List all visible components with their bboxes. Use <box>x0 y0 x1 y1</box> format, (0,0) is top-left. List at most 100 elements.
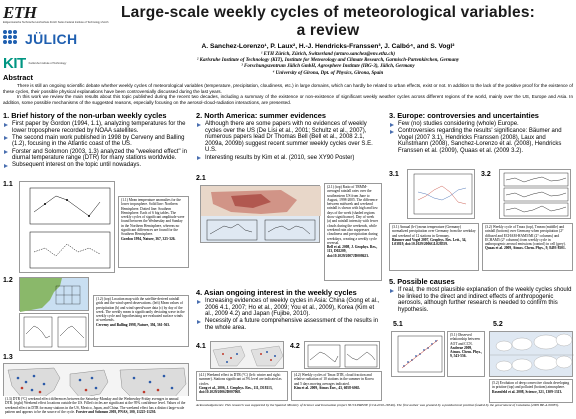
affiliation-1: ¹ ETH Zürich, Zürich, Switzerland (artur… <box>260 52 396 57</box>
figure-3-2-plot <box>503 172 569 217</box>
section-2-title: 2. North America: summer evidences <box>196 111 326 120</box>
section-4-title: 4. Asian ongoing interest in the weekly … <box>196 288 357 297</box>
caption-text: (3.2) Weekly cycle of Tmax (top), Tmean … <box>485 225 566 247</box>
caption-text: (5.1) Observed relationship between AOT … <box>450 333 480 346</box>
abstract-title: Abstract <box>3 73 33 82</box>
figure-4-1-label: 4.1 <box>196 343 206 350</box>
figure-1-1-label: 1.1 <box>3 181 13 188</box>
logo-column: ETH Eidgenössische Technische Hochschule… <box>3 4 115 72</box>
list-item: Forster and Solomon (2003, 1.3) analyzed… <box>3 149 189 162</box>
poster-title: Large-scale weekly cycles of meteorologi… <box>121 4 535 39</box>
section-5-bullets: If real, the most plausible explanation … <box>389 287 573 313</box>
figure-1-1-caption: (1.1) Mean temperature anomalies for the… <box>118 196 189 268</box>
caption-text: (5.2) Evolution of deep convective cloud… <box>492 381 570 390</box>
figure-3-1-label: 3.1 <box>389 171 399 178</box>
caption-text: (2.1) (top) Ratio of TRMM-averaged rainf… <box>327 185 378 245</box>
abstract-paragraph-2: In this work we review the main results … <box>3 94 573 105</box>
abstract-section: Abstract There is still an ongoing scien… <box>3 73 573 105</box>
section-1-bullets: First paper by Gordon (1994, 1.1), analy… <box>3 121 189 169</box>
figure-4-1-maps <box>212 345 284 367</box>
figure-5-2-label: 5.2 <box>493 321 503 328</box>
list-item: If real, the most plausible explanation … <box>389 287 573 313</box>
section-4: 4. Asian ongoing interest in the weekly … <box>196 288 382 332</box>
figure-5-1-caption: (5.1) Observed relationship between AOT … <box>447 331 485 377</box>
figure-1-2-label: 1.2 <box>3 277 13 284</box>
section-3-column: 3. Europe: controversies and uncertainti… <box>389 111 574 403</box>
affiliation-2: ² Karlsruhe Institute of Technology (KIT… <box>196 58 460 64</box>
title-block: Large-scale weekly cycles of meteorologi… <box>118 4 538 77</box>
figure-5-2 <box>489 331 574 377</box>
figure-5-2-caption: (5.2) Evolution of deep convective cloud… <box>489 379 573 403</box>
section-2-column: 2. North America: summer evidences Altho… <box>196 111 382 403</box>
list-item: Few (no) studies considering (whole) Eur… <box>389 121 573 128</box>
section-1-title: 1. Brief history of the non-urban weekly… <box>3 111 167 120</box>
figure-3-1 <box>407 169 475 219</box>
juelich-logo: JÜLICH <box>3 30 115 48</box>
caption-reference: Rosenfeld et al. 2008, Science, 321, 130… <box>492 389 563 394</box>
figure-1-2-bars <box>23 316 87 348</box>
section-3-title: 3. Europe: controversies and uncertainti… <box>389 111 539 120</box>
eth-subtitle: Eidgenössische Technische Hochschule Zür… <box>3 21 109 24</box>
figure-4-1 <box>210 341 284 369</box>
abstract-body: There is still an ongoing scientific deb… <box>3 83 573 105</box>
list-item: Subsequent interest on the topic until n… <box>3 162 189 169</box>
list-item: First paper by Gordon (1994, 1.1), analy… <box>3 121 189 134</box>
figure-1-2-plots <box>19 313 89 351</box>
acknowledgements: Acknowledgements: This research was supp… <box>196 403 560 407</box>
figure-3-1-caption: (3.1) Annual (b-f) mean temperature (Ger… <box>389 223 479 271</box>
section-2-bullets: Although there are some papers with no e… <box>196 121 382 161</box>
figure-2-1-map <box>201 186 321 241</box>
figure-5-1-plot <box>397 335 443 373</box>
juelich-name: JÜLICH <box>25 31 78 48</box>
figure-5-1 <box>391 331 445 377</box>
figure-3-1-plot <box>413 173 473 215</box>
caption-reference: Kim et al. 2009, Atmos Env., 43, 6058-60… <box>294 385 361 390</box>
caption-reference: Forster and Solomon 2003, PNAS, 100, 112… <box>75 409 157 414</box>
figure-5-2-clouds <box>490 333 574 372</box>
affiliation-4: ⁴ University of Girona, Dpt. of Physics,… <box>272 70 384 76</box>
section-3-bullets: Few (no) studies considering (whole) Eur… <box>389 121 573 155</box>
figure-1-3-caption: (1.3) DTR (°C) weekend effect difference… <box>3 396 189 418</box>
figure-5-1-label: 5.1 <box>393 321 403 328</box>
eth-logo: ETH <box>3 3 37 22</box>
figure-1-1 <box>19 181 115 273</box>
figure-1-3-label: 1.3 <box>3 354 13 361</box>
figure-4-2-label: 4.2 <box>290 343 300 350</box>
caption-text: (1.1) Mean temperature anomalies for the… <box>121 198 185 237</box>
caption-reference: Gordon 1994, Nature, 367, 325-326. <box>121 236 176 241</box>
section-1-column: 1. Brief history of the non-urban weekly… <box>3 111 189 411</box>
caption-reference: Gong et al., 2006, J. Geophys. Res., 111… <box>199 385 273 395</box>
juelich-dots-icon <box>3 30 23 48</box>
caption-reference: Bäumer and Vogel 2007, Geophys. Res. Let… <box>392 237 467 247</box>
kit-subtitle: Karlsruhe Institute of Technology <box>28 62 67 66</box>
kit-name: KIT <box>3 55 26 73</box>
caption-text: (1.2) (top) Location map with the satell… <box>96 297 185 323</box>
abstract-paragraph-1: There is still an ongoing scientific deb… <box>3 83 573 94</box>
caption-reference: Andreae 2009, Atmos. Chem. Phys., 9, 543… <box>450 345 482 359</box>
figure-3-2-label: 3.2 <box>481 171 491 178</box>
figure-2-1-caption: (2.1) (top) Ratio of TRMM-averaged rainf… <box>324 183 382 281</box>
list-item: Increasing evidences of weekly cycles in… <box>196 298 382 318</box>
figure-1-2-map <box>20 278 81 312</box>
caption-text: (4.2) Weekly cycles of Tmax DTR, cloud f… <box>294 373 374 386</box>
section-5: 5. Possible causes If real, the most pla… <box>389 277 573 314</box>
section-5-title: 5. Possible causes <box>389 277 455 286</box>
caption-text: (4.1) Weekend effect in DTR (°C) (left: … <box>199 373 282 386</box>
affiliation-3: ³ Forschungszentrum Jülich GmbH, Agrosph… <box>241 64 415 70</box>
caption-reference: Bell et al. 2008, J. Geophys. Res., 113,… <box>327 245 378 258</box>
authors: A. Sanchez-Lorenzo¹, P. Laux², H.-J. Hen… <box>201 43 455 50</box>
list-item: Controversies regarding the results' sig… <box>389 128 573 154</box>
caption-reference: Cerveny and Balling 1998, Nature, 394, 5… <box>96 322 171 327</box>
poster-header: ETH Eidgenössische Technische Hochschule… <box>0 0 576 78</box>
list-item: The second main work published in 1998 b… <box>3 135 189 148</box>
figure-4-2 <box>304 341 380 369</box>
list-item: Interesting results by Kim et al. (2010,… <box>196 155 382 162</box>
list-item: Although there are some papers with no e… <box>196 121 382 154</box>
figure-1-2 <box>19 277 89 312</box>
figure-1-1-plot <box>29 187 111 269</box>
figure-3-2 <box>499 169 571 219</box>
kit-logo: KIT Karlsruhe Institute of Technology <box>3 55 115 72</box>
figure-1-2-caption: (1.2) (top) Location map with the satell… <box>93 295 189 347</box>
figure-4-1-caption: (4.1) Weekend effect in DTR (°C) (left: … <box>196 371 288 401</box>
figure-2-1-label: 2.1 <box>196 175 206 182</box>
